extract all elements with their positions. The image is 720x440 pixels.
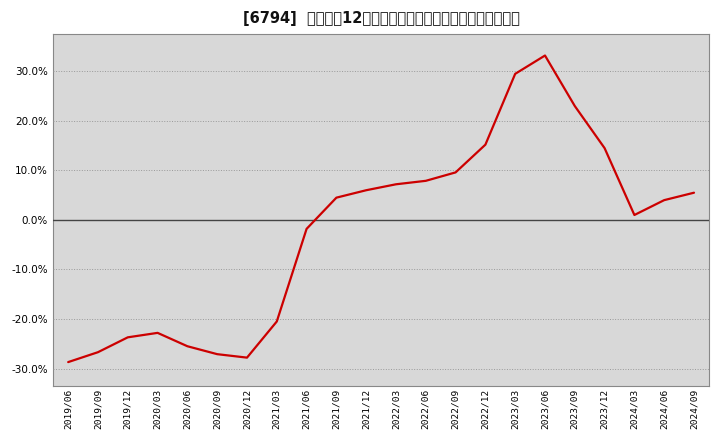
Title: [6794]  売上高の12か月移動合計の対前年同期増減率の推移: [6794] 売上高の12か月移動合計の対前年同期増減率の推移 <box>243 11 520 26</box>
